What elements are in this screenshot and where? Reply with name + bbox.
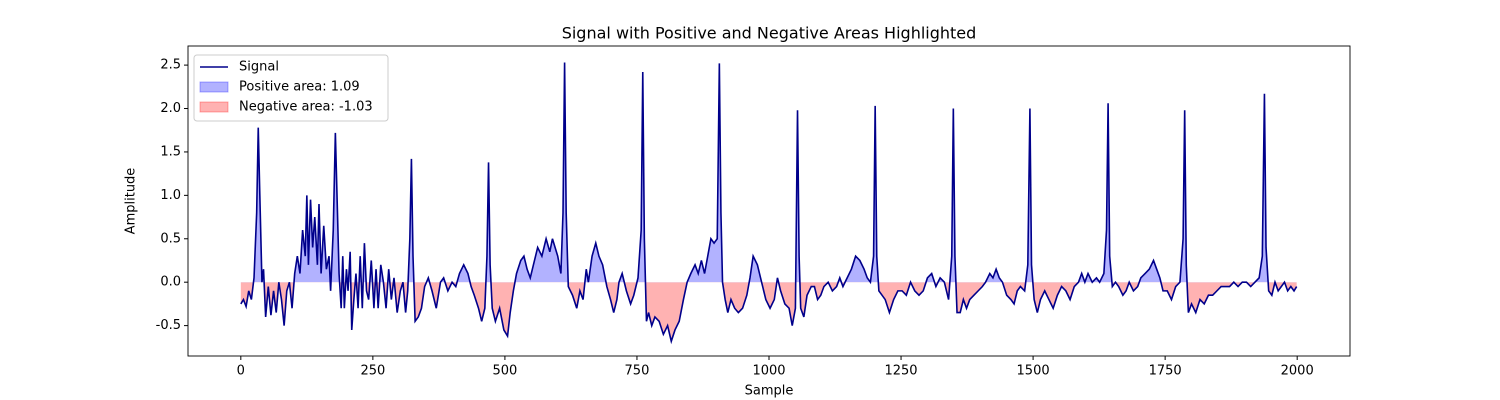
x-tick-label: 750	[625, 364, 650, 379]
x-tick-label: 1000	[752, 364, 785, 379]
legend-label: Negative area: -1.03	[239, 100, 373, 115]
x-tick-label: 1750	[1149, 364, 1182, 379]
y-tick-label: 2.0	[160, 101, 181, 116]
x-tick-label: 2000	[1281, 364, 1314, 379]
y-tick-label: -0.5	[156, 318, 181, 333]
legend-swatch	[199, 81, 229, 93]
x-tick-label: 1250	[884, 364, 917, 379]
legend-label: Signal	[239, 60, 279, 75]
legend: Signal Positive area: 1.09 Negative area: …	[193, 54, 389, 122]
x-tick-label: 1500	[1017, 364, 1050, 379]
y-tick-label: 1.0	[160, 188, 181, 203]
x-tick-label: 0	[237, 364, 245, 379]
x-tick-label: 500	[492, 364, 517, 379]
legend-label: Positive area: 1.09	[239, 80, 360, 95]
y-tick-label: 0.0	[160, 275, 181, 290]
y-tick-label: 2.5	[160, 58, 181, 73]
area-fill	[240, 282, 1297, 342]
y-tick-label: 0.5	[160, 231, 181, 246]
y-axis-label: Amplitude	[124, 168, 139, 235]
legend-box	[193, 54, 389, 122]
legend-swatch	[199, 101, 229, 113]
y-tick-label: 1.5	[160, 144, 181, 159]
signal-line	[240, 62, 1298, 345]
x-axis-label: Sample	[745, 384, 794, 399]
x-tick-label: 250	[360, 364, 385, 379]
chart-title: Signal with Positive and Negative Areas …	[562, 24, 977, 43]
